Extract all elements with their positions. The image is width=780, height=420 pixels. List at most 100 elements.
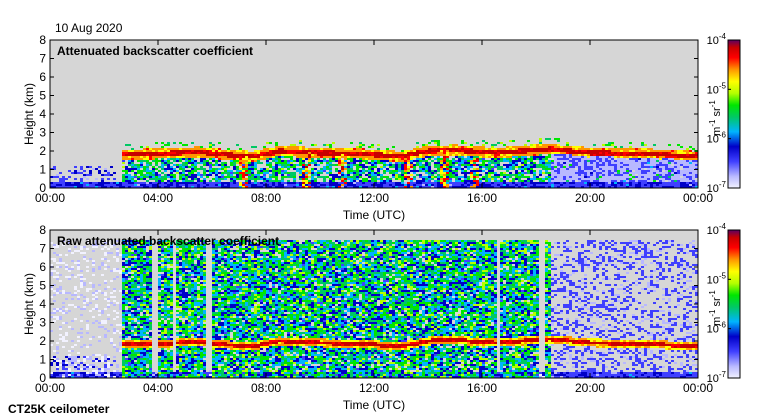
heatmap-cell <box>74 166 77 168</box>
heatmap-cell <box>452 154 455 156</box>
heatmap-cell <box>695 172 698 174</box>
heatmap-cell <box>539 140 542 142</box>
heatmap-cell <box>305 186 308 188</box>
heatmap-cell <box>317 156 320 158</box>
heatmap-cell <box>470 180 473 182</box>
heatmap-cell <box>659 172 662 174</box>
heatmap-cell <box>605 186 608 188</box>
heatmap-cell <box>77 298 80 300</box>
heatmap-cell <box>464 158 467 160</box>
heatmap-cell <box>449 152 452 154</box>
heatmap-cell <box>368 146 371 148</box>
heatmap-cell <box>140 264 143 266</box>
heatmap-cell <box>494 156 497 158</box>
heatmap-cell <box>65 364 68 366</box>
heatmap-cell <box>143 178 146 180</box>
heatmap-cell <box>590 154 593 156</box>
heatmap-cell <box>275 184 278 186</box>
heatmap-cell <box>143 154 146 156</box>
heatmap-cell <box>587 168 590 170</box>
heatmap-cell <box>86 376 89 378</box>
heatmap-cell <box>116 276 119 278</box>
heatmap-cell <box>482 184 485 186</box>
heatmap-cell <box>638 178 641 180</box>
heatmap-cell <box>485 184 488 186</box>
heatmap-cell <box>68 184 71 186</box>
heatmap-cell <box>596 158 599 160</box>
heatmap-cell <box>479 174 482 176</box>
heatmap-cell <box>452 170 455 172</box>
heatmap-cell <box>350 156 353 158</box>
heatmap-cell <box>245 172 248 174</box>
heatmap-cell <box>362 154 365 156</box>
heatmap-cell <box>89 302 92 304</box>
heatmap-cell <box>56 358 59 360</box>
heatmap-cell <box>638 162 641 164</box>
heatmap-cell <box>308 186 311 188</box>
heatmap-cell <box>386 178 389 180</box>
heatmap-cell <box>119 182 122 184</box>
heatmap-cell <box>134 158 137 160</box>
heatmap-cell <box>533 154 536 156</box>
heatmap-cell <box>137 370 140 372</box>
heatmap-cell <box>311 150 314 152</box>
heatmap-cell <box>122 292 125 294</box>
heatmap-cell <box>140 186 143 188</box>
heatmap-cell <box>104 354 107 356</box>
heatmap-cell <box>404 154 407 156</box>
heatmap-cell <box>392 176 395 178</box>
heatmap-cell <box>329 170 332 172</box>
heatmap-cell <box>593 170 596 172</box>
heatmap-cell <box>473 164 476 166</box>
heatmap-cell <box>215 154 218 156</box>
heatmap-cell <box>629 156 632 158</box>
heatmap-cell <box>605 184 608 186</box>
heatmap-cell <box>593 166 596 168</box>
heatmap-cell <box>449 148 452 150</box>
heatmap-cell <box>446 152 449 154</box>
heatmap-cell <box>632 180 635 182</box>
heatmap-cell <box>74 172 77 174</box>
heatmap-cell <box>458 154 461 156</box>
heatmap-cell <box>149 246 152 248</box>
heatmap-cell <box>515 156 518 158</box>
heatmap-cell <box>644 186 647 188</box>
heatmap-cell <box>92 260 95 262</box>
heatmap-cell <box>620 168 623 170</box>
heatmap-cell <box>410 182 413 184</box>
heatmap-cell <box>284 156 287 158</box>
heatmap-cell <box>530 186 533 188</box>
heatmap-cell <box>260 176 263 178</box>
heatmap-cell <box>182 162 185 164</box>
heatmap-cell <box>266 156 269 158</box>
heatmap-cell <box>368 166 371 168</box>
heatmap-cell <box>137 364 140 366</box>
heatmap-cell <box>125 182 128 184</box>
heatmap-cell <box>617 152 620 154</box>
heatmap-cell <box>122 318 125 320</box>
heatmap-cell <box>131 186 134 188</box>
heatmap-cell <box>59 260 62 262</box>
heatmap-cell <box>101 320 104 322</box>
heatmap-cell <box>239 184 242 186</box>
heatmap-cell <box>431 148 434 150</box>
heatmap-cell <box>425 172 428 174</box>
heatmap-cell <box>152 172 155 174</box>
heatmap-cell <box>542 164 545 166</box>
heatmap-cell <box>146 304 149 306</box>
heatmap-cell <box>683 156 686 158</box>
heatmap-cell <box>131 258 134 260</box>
heatmap-cell <box>491 156 494 158</box>
heatmap-cell <box>581 186 584 188</box>
heatmap-cell <box>197 186 200 188</box>
heatmap-cell <box>275 150 278 152</box>
heatmap-cell <box>245 152 248 154</box>
heatmap-cell <box>326 184 329 186</box>
heatmap-cell <box>341 186 344 188</box>
heatmap-cell <box>230 186 233 188</box>
heatmap-cell <box>83 246 86 248</box>
heatmap-cell <box>401 180 404 182</box>
heatmap-cell <box>116 270 119 272</box>
heatmap-cell <box>86 242 89 244</box>
heatmap-cell <box>257 178 260 180</box>
